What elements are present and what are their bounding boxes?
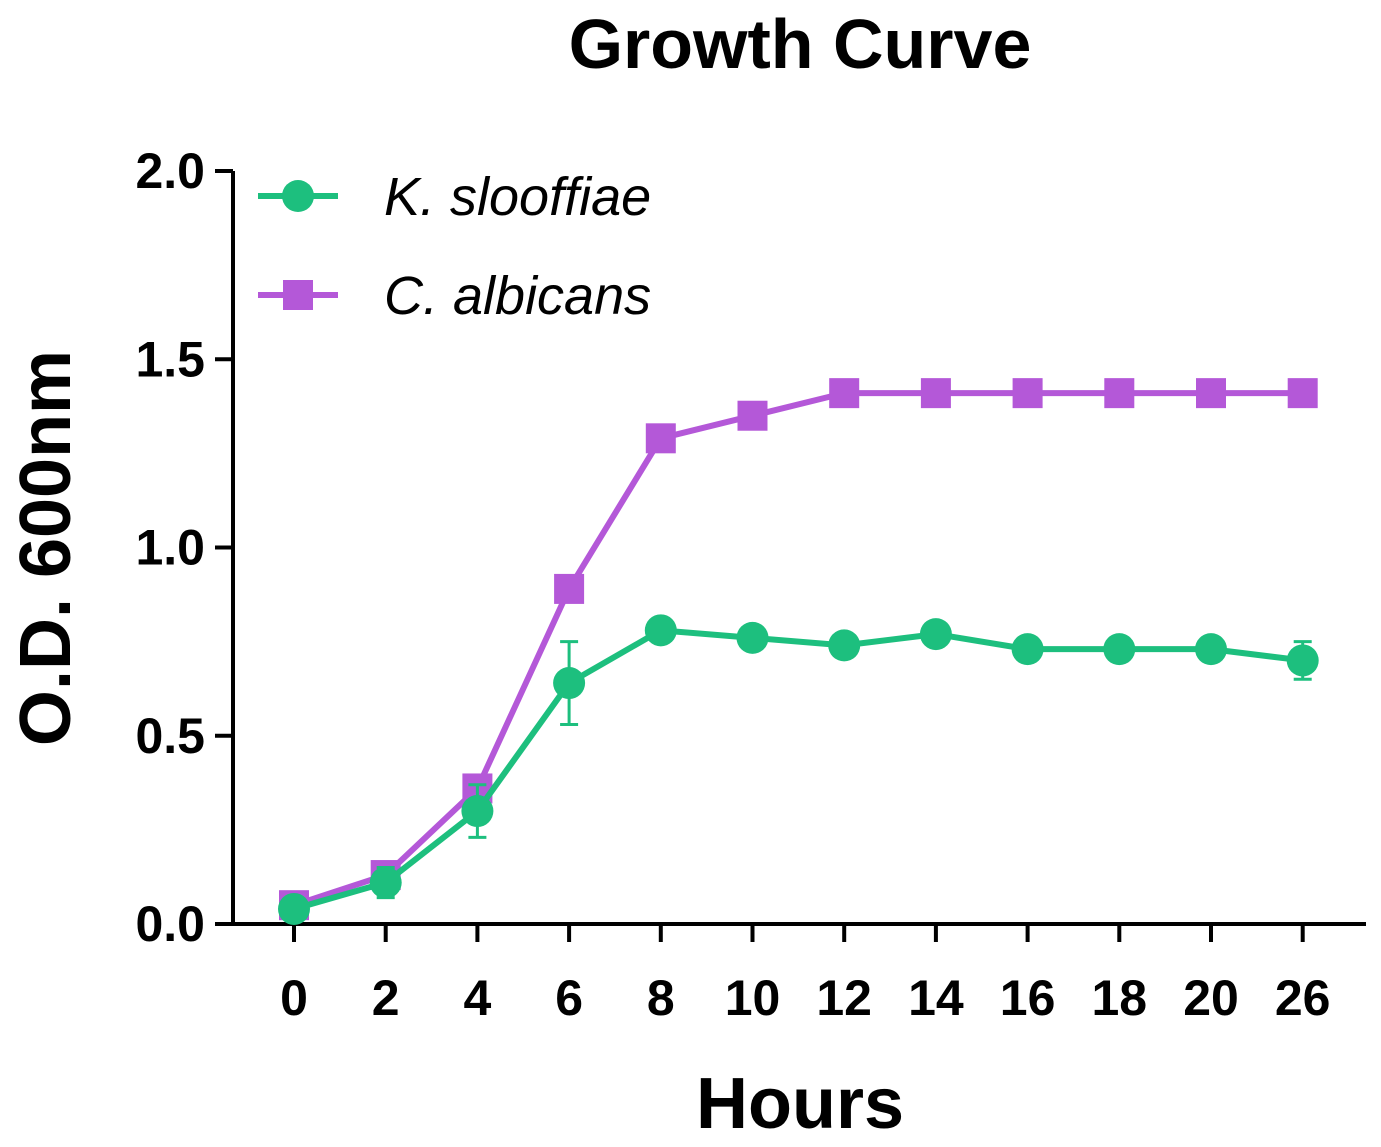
data-point: [1103, 633, 1136, 666]
data-point: [554, 573, 585, 604]
data-point: [369, 866, 402, 899]
legend-item: C. albicans: [258, 266, 651, 326]
x-tick-label: 16: [1000, 970, 1056, 1026]
series-layer: [278, 378, 1319, 925]
data-point: [919, 618, 952, 651]
axes: 0.0 0.5 1.0 1.5 2.0 0 2 4 6 8 10 12 14 16 18 20 26: [135, 143, 1366, 1026]
x-axis-title: Hours: [696, 1064, 904, 1144]
data-point: [828, 629, 861, 662]
x-tick-label: 18: [1091, 970, 1147, 1026]
data-point: [1195, 633, 1227, 666]
legend-marker: [283, 280, 313, 310]
series-0: [278, 614, 1319, 925]
chart-title: Growth Curve: [569, 5, 1032, 83]
x-tick-label: 26: [1275, 970, 1331, 1026]
legend-marker: [282, 180, 314, 212]
data-point: [645, 423, 676, 454]
y-tick-label: 0.5: [135, 708, 205, 764]
x-tick-label: 12: [816, 970, 872, 1026]
legend-item: K. slooffiae: [258, 167, 651, 227]
x-tick-label: 6: [555, 970, 583, 1026]
series-line: [293, 390, 1303, 909]
x-tick-label: 10: [725, 970, 781, 1026]
data-point: [278, 892, 310, 925]
y-tick-label: 2.0: [135, 143, 205, 199]
x-tick-label: 14: [908, 970, 964, 1026]
x-tick-label: 20: [1183, 970, 1239, 1026]
legend-label: C. albicans: [384, 266, 651, 326]
x-tick-label: 0: [280, 970, 308, 1026]
data-point: [1287, 378, 1318, 409]
data-point: [829, 378, 860, 409]
x-tick-label: 4: [463, 970, 491, 1026]
data-point: [1012, 378, 1043, 409]
data-point: [737, 400, 768, 431]
x-tick-label: 8: [647, 970, 675, 1026]
data-point: [736, 621, 769, 654]
data-point: [1104, 378, 1135, 409]
y-tick-label: 1.0: [135, 520, 205, 576]
data-point: [644, 614, 677, 647]
y-tick-label: 0.0: [135, 896, 205, 952]
data-point: [920, 378, 951, 409]
data-point: [553, 667, 586, 700]
series-line: [293, 627, 1304, 912]
y-axis-title: O.D. 600nm: [6, 350, 86, 746]
x-tick-label: 2: [372, 970, 400, 1026]
data-point: [1286, 644, 1319, 677]
y-tick-label: 1.5: [135, 331, 205, 387]
data-point: [1011, 633, 1044, 666]
legend-label: K. slooffiae: [384, 167, 651, 227]
legend: K. slooffiae C. albicans: [258, 167, 651, 326]
data-point: [461, 795, 494, 828]
data-point: [1196, 378, 1226, 409]
